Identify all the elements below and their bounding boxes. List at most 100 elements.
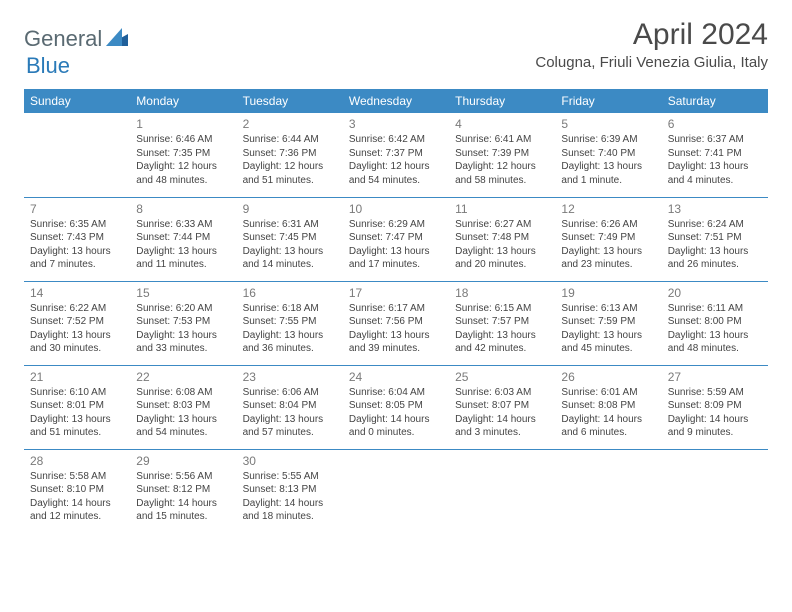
daylight-line: and 9 minutes. bbox=[668, 426, 762, 440]
weekday-header: Thursday bbox=[449, 89, 555, 113]
weekday-header: Sunday bbox=[24, 89, 130, 113]
calendar-day-cell: 3Sunrise: 6:42 AMSunset: 7:37 PMDaylight… bbox=[343, 113, 449, 197]
weekday-header: Tuesday bbox=[237, 89, 343, 113]
sunrise-line: Sunrise: 6:24 AM bbox=[668, 218, 762, 232]
sunset-line: Sunset: 7:37 PM bbox=[349, 147, 443, 161]
calendar-day-cell: 20Sunrise: 6:11 AMSunset: 8:00 PMDayligh… bbox=[662, 281, 768, 365]
sunrise-line: Sunrise: 6:06 AM bbox=[243, 386, 337, 400]
daylight-line: Daylight: 13 hours bbox=[561, 329, 655, 343]
sunrise-line: Sunrise: 6:27 AM bbox=[455, 218, 549, 232]
sunset-line: Sunset: 8:03 PM bbox=[136, 399, 230, 413]
calendar-day-cell: 19Sunrise: 6:13 AMSunset: 7:59 PMDayligh… bbox=[555, 281, 661, 365]
sunrise-line: Sunrise: 6:10 AM bbox=[30, 386, 124, 400]
sunrise-line: Sunrise: 6:46 AM bbox=[136, 133, 230, 147]
daylight-line: and 51 minutes. bbox=[30, 426, 124, 440]
calendar-day-cell: 17Sunrise: 6:17 AMSunset: 7:56 PMDayligh… bbox=[343, 281, 449, 365]
weekday-header: Saturday bbox=[662, 89, 768, 113]
day-number: 13 bbox=[668, 201, 762, 217]
day-number: 3 bbox=[349, 116, 443, 132]
logo: General bbox=[24, 26, 130, 52]
weekday-header: Monday bbox=[130, 89, 236, 113]
sunset-line: Sunset: 7:52 PM bbox=[30, 315, 124, 329]
day-number: 11 bbox=[455, 201, 549, 217]
daylight-line: Daylight: 13 hours bbox=[349, 329, 443, 343]
daylight-line: Daylight: 13 hours bbox=[561, 245, 655, 259]
sunrise-line: Sunrise: 6:01 AM bbox=[561, 386, 655, 400]
logo-mark-icon bbox=[106, 28, 128, 51]
daylight-line: and 17 minutes. bbox=[349, 258, 443, 272]
daylight-line: Daylight: 14 hours bbox=[561, 413, 655, 427]
daylight-line: Daylight: 13 hours bbox=[243, 329, 337, 343]
calendar-day-cell: 30Sunrise: 5:55 AMSunset: 8:13 PMDayligh… bbox=[237, 449, 343, 533]
weekday-header: Wednesday bbox=[343, 89, 449, 113]
sunset-line: Sunset: 7:56 PM bbox=[349, 315, 443, 329]
sunset-line: Sunset: 7:49 PM bbox=[561, 231, 655, 245]
sunset-line: Sunset: 8:04 PM bbox=[243, 399, 337, 413]
logo-text-blue: Blue bbox=[26, 53, 70, 78]
sunset-line: Sunset: 7:35 PM bbox=[136, 147, 230, 161]
calendar-day-cell: 22Sunrise: 6:08 AMSunset: 8:03 PMDayligh… bbox=[130, 365, 236, 449]
sunrise-line: Sunrise: 5:58 AM bbox=[30, 470, 124, 484]
daylight-line: Daylight: 13 hours bbox=[243, 413, 337, 427]
day-number: 16 bbox=[243, 285, 337, 301]
daylight-line: Daylight: 14 hours bbox=[349, 413, 443, 427]
day-number: 7 bbox=[30, 201, 124, 217]
calendar-week-row: 1Sunrise: 6:46 AMSunset: 7:35 PM Daylight… bbox=[24, 113, 768, 197]
day-number: 28 bbox=[30, 453, 124, 469]
sunrise-line: Sunrise: 6:15 AM bbox=[455, 302, 549, 316]
daylight-line: and 51 minutes. bbox=[243, 174, 337, 188]
sunset-line: Sunset: 8:09 PM bbox=[668, 399, 762, 413]
day-number: 26 bbox=[561, 369, 655, 385]
sunrise-line: Sunrise: 6:29 AM bbox=[349, 218, 443, 232]
sunset-line: Sunset: 8:08 PM bbox=[561, 399, 655, 413]
daylight-line: and 48 minutes. bbox=[668, 342, 762, 356]
calendar-day-cell bbox=[449, 449, 555, 533]
daylight-line: and 45 minutes. bbox=[561, 342, 655, 356]
day-number: 1 bbox=[136, 116, 230, 132]
sunset-line: Sunset: 7:41 PM bbox=[668, 147, 762, 161]
calendar-day-cell: 27Sunrise: 5:59 AMSunset: 8:09 PMDayligh… bbox=[662, 365, 768, 449]
sunrise-line: Sunrise: 6:17 AM bbox=[349, 302, 443, 316]
daylight-line: Daylight: 14 hours bbox=[30, 497, 124, 511]
daylight-line: Daylight: 13 hours bbox=[668, 329, 762, 343]
calendar-day-cell bbox=[555, 449, 661, 533]
daylight-line: Daylight: 13 hours bbox=[668, 160, 762, 174]
daylight-line: Daylight: 12 hours bbox=[349, 160, 443, 174]
sunset-line: Sunset: 7:39 PM bbox=[455, 147, 549, 161]
sunset-line: Sunset: 8:07 PM bbox=[455, 399, 549, 413]
sunrise-line: Sunrise: 6:37 AM bbox=[668, 133, 762, 147]
daylight-line: Daylight: 13 hours bbox=[668, 245, 762, 259]
daylight-line: and 12 minutes. bbox=[30, 510, 124, 524]
day-number: 9 bbox=[243, 201, 337, 217]
calendar-day-cell: 21Sunrise: 6:10 AMSunset: 8:01 PMDayligh… bbox=[24, 365, 130, 449]
calendar-day-cell: 11Sunrise: 6:27 AMSunset: 7:48 PMDayligh… bbox=[449, 197, 555, 281]
day-number: 12 bbox=[561, 201, 655, 217]
calendar-day-cell: 6Sunrise: 6:37 AMSunset: 7:41 PMDaylight… bbox=[662, 113, 768, 197]
calendar-day-cell bbox=[343, 449, 449, 533]
sunrise-line: Sunrise: 6:13 AM bbox=[561, 302, 655, 316]
calendar-day-cell: 26Sunrise: 6:01 AMSunset: 8:08 PMDayligh… bbox=[555, 365, 661, 449]
day-number: 15 bbox=[136, 285, 230, 301]
sunrise-line: Sunrise: 6:08 AM bbox=[136, 386, 230, 400]
daylight-line: Daylight: 13 hours bbox=[136, 413, 230, 427]
sunset-line: Sunset: 7:51 PM bbox=[668, 231, 762, 245]
daylight-line: Daylight: 14 hours bbox=[243, 497, 337, 511]
calendar-day-cell: 10Sunrise: 6:29 AMSunset: 7:47 PMDayligh… bbox=[343, 197, 449, 281]
daylight-line: and 26 minutes. bbox=[668, 258, 762, 272]
day-number: 23 bbox=[243, 369, 337, 385]
sunrise-line: Sunrise: 6:22 AM bbox=[30, 302, 124, 316]
logo-text-general: General bbox=[24, 26, 102, 52]
daylight-line: and 4 minutes. bbox=[668, 174, 762, 188]
daylight-line: and 48 minutes. bbox=[136, 174, 230, 188]
daylight-line: Daylight: 13 hours bbox=[561, 160, 655, 174]
daylight-line: Daylight: 13 hours bbox=[30, 329, 124, 343]
sunset-line: Sunset: 7:55 PM bbox=[243, 315, 337, 329]
day-number: 24 bbox=[349, 369, 443, 385]
daylight-line: and 42 minutes. bbox=[455, 342, 549, 356]
sunrise-line: Sunrise: 6:33 AM bbox=[136, 218, 230, 232]
daylight-line: Daylight: 12 hours bbox=[243, 160, 337, 174]
calendar-page: General April 2024 Colugna, Friuli Venez… bbox=[0, 0, 792, 533]
day-number: 18 bbox=[455, 285, 549, 301]
sunset-line: Sunset: 7:45 PM bbox=[243, 231, 337, 245]
daylight-line: and 20 minutes. bbox=[455, 258, 549, 272]
